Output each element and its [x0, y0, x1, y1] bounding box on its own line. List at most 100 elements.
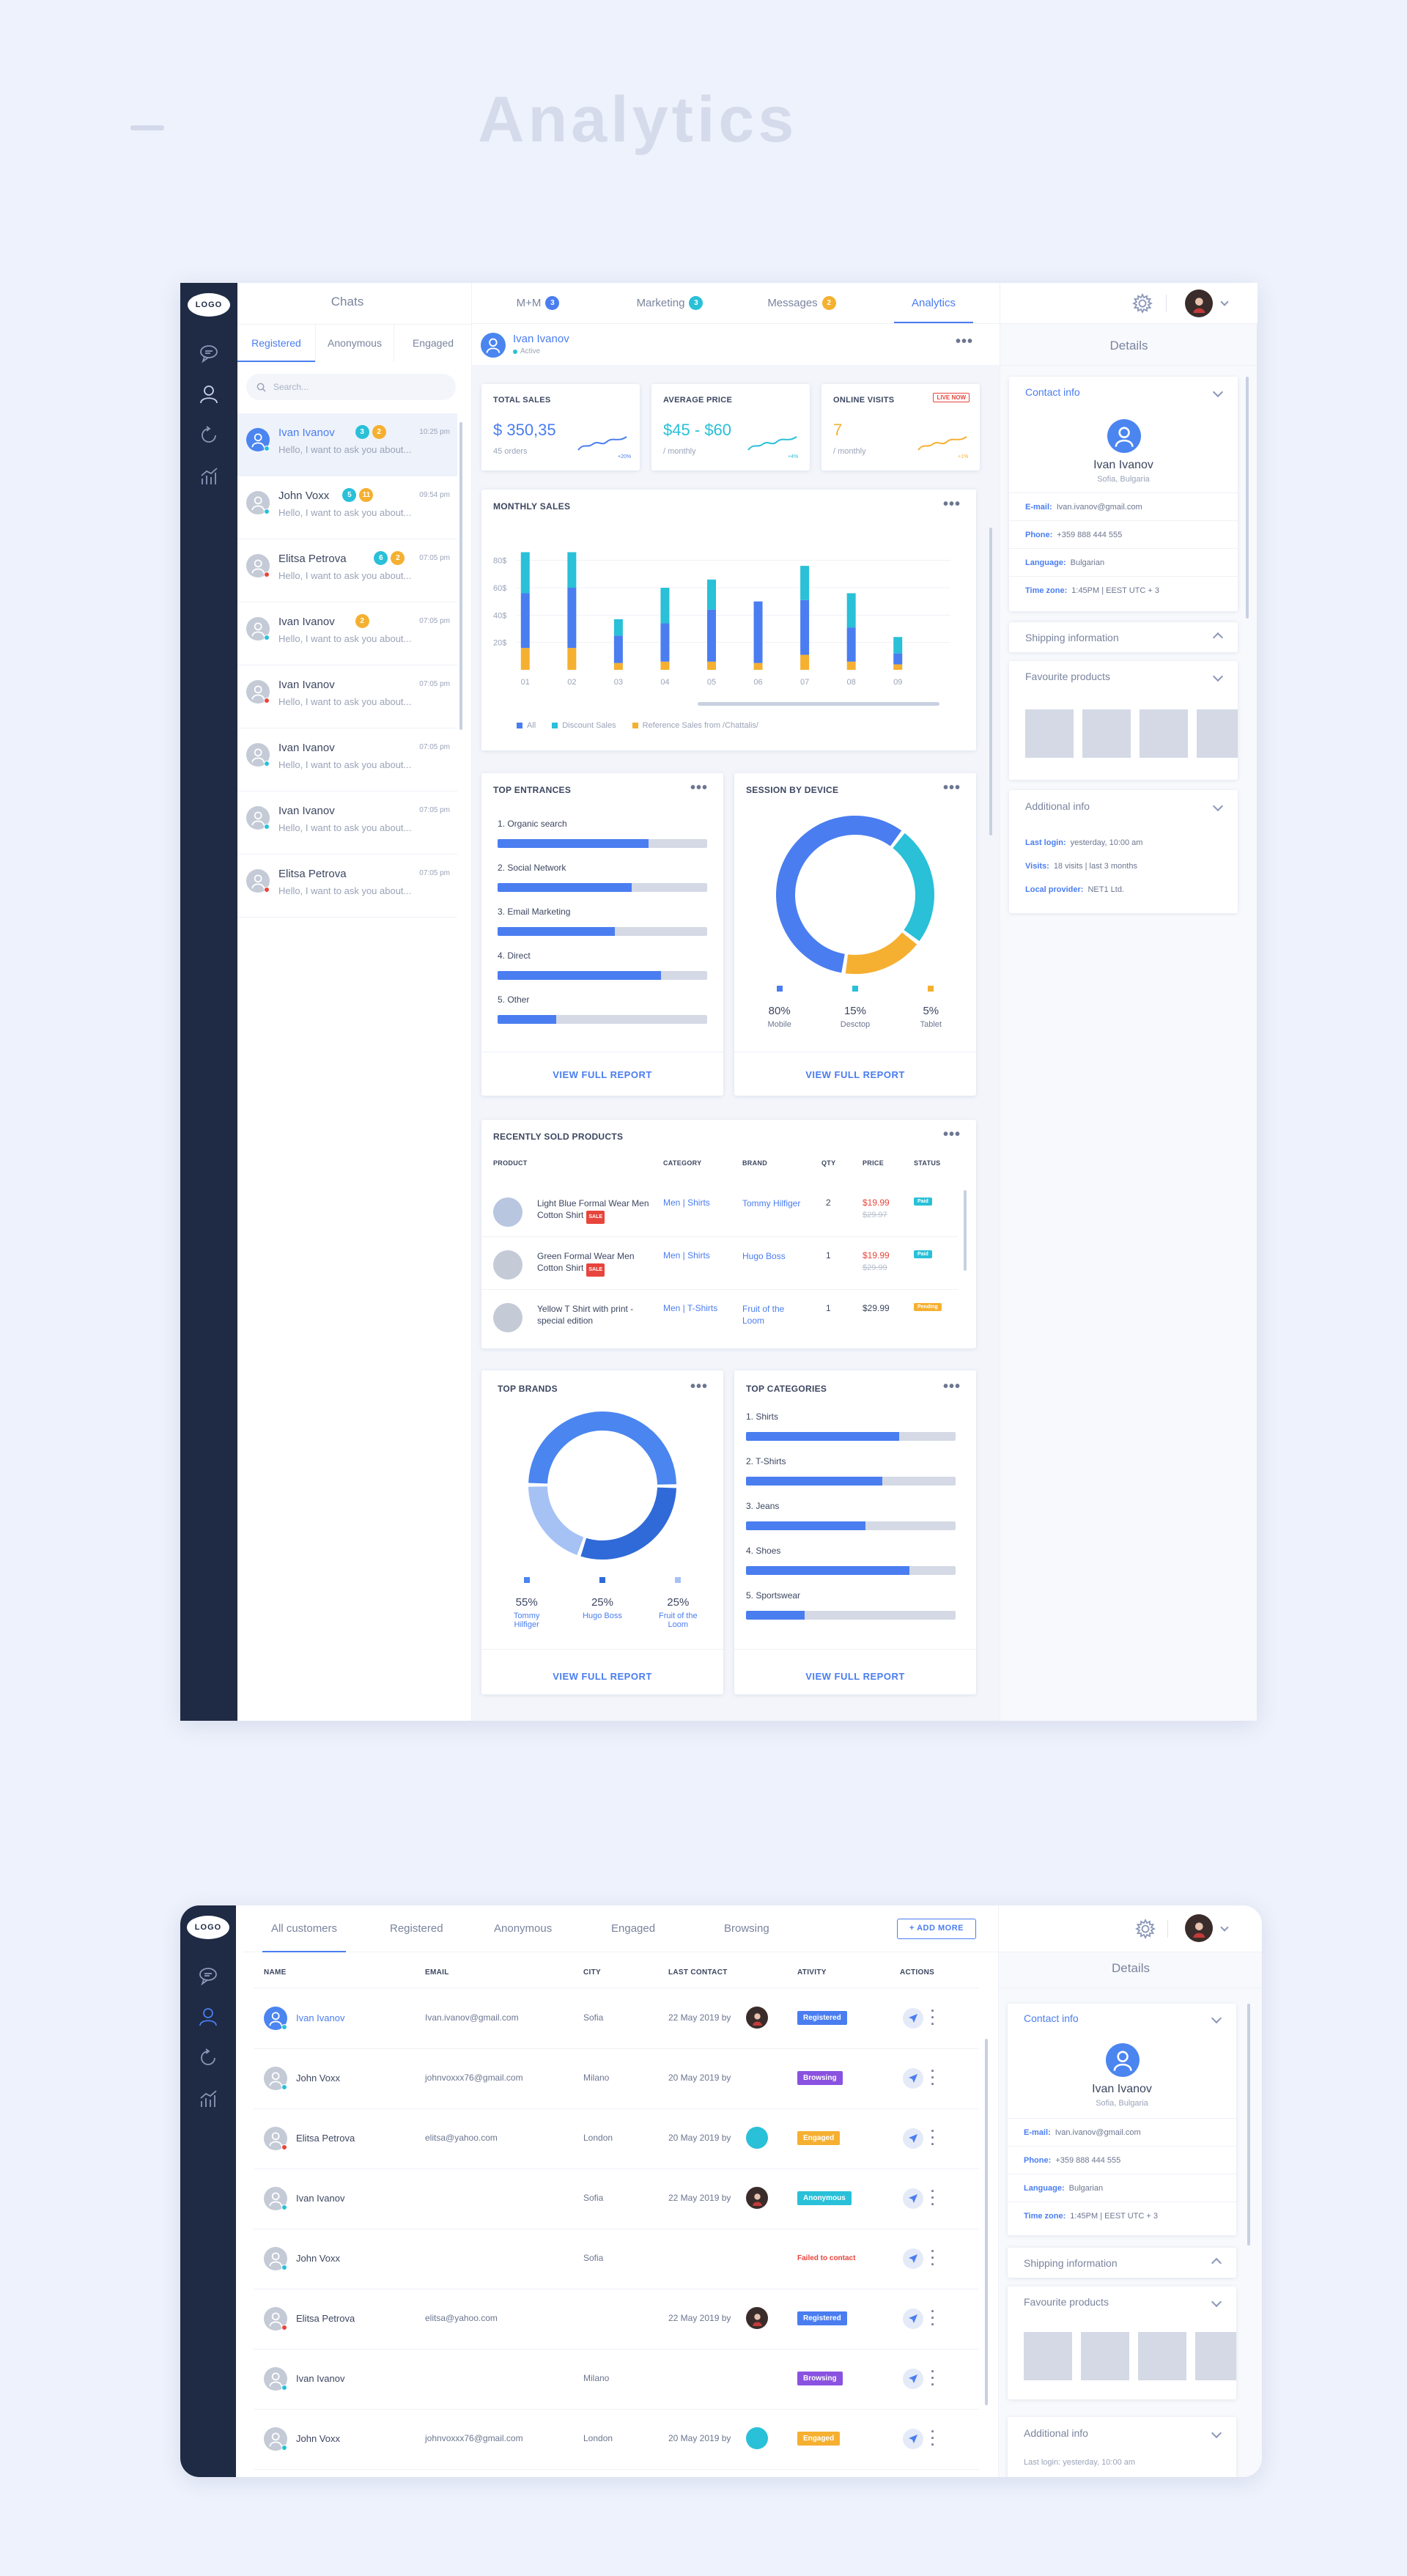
session-device-report-link[interactable]: VIEW FULL REPORT [805, 1069, 905, 1080]
row-menu-icon[interactable]: · · · [931, 2124, 935, 2152]
user-avatar[interactable] [1185, 289, 1213, 317]
row-menu-icon[interactable]: · · · [931, 2184, 935, 2212]
top-brands-report-link[interactable]: VIEW FULL REPORT [553, 1671, 652, 1682]
tab-marketing[interactable]: Marketing 3 [604, 283, 736, 323]
bar-segment[interactable] [800, 654, 810, 670]
nav-refresh-icon[interactable] [196, 422, 222, 449]
nav-users-icon[interactable] [196, 381, 222, 407]
monthly-sales-menu-icon[interactable]: ••• [943, 496, 961, 512]
favourite-thumb[interactable] [1138, 2332, 1186, 2380]
table-row[interactable]: John Voxx johnvoxxx76@gmail.com London 20 M… [254, 2410, 979, 2470]
customer-name[interactable]: John Voxx [296, 2433, 340, 2444]
tab-messages[interactable]: Messages 2 [736, 283, 868, 323]
bar-segment[interactable] [660, 623, 670, 662]
top-entrances-report-link[interactable]: VIEW FULL REPORT [553, 1069, 652, 1080]
more-menu-icon[interactable]: ••• [956, 333, 974, 350]
donut-segment[interactable] [776, 816, 902, 973]
table-row[interactable]: Elitsa Petrova elitsa@yahoo.com London 20 M… [254, 2109, 979, 2169]
bar-segment[interactable] [567, 552, 577, 588]
shipping-info-section[interactable]: Shipping information [1008, 2247, 1236, 2278]
tab-mm[interactable]: M+M 3 [472, 283, 604, 323]
shipping-info-section[interactable]: Shipping information [1009, 621, 1238, 652]
customer-name[interactable]: Elitsa Petrova [296, 2313, 355, 2324]
customer-name[interactable]: Ivan Ivanov [296, 2193, 345, 2204]
bar-segment[interactable] [846, 627, 856, 662]
table-row[interactable]: John Voxx Sofia Failed to contact · · · [254, 2229, 979, 2289]
top-categories-report-link[interactable]: VIEW FULL REPORT [805, 1671, 905, 1682]
recent-products-menu-icon[interactable]: ••• [943, 1126, 961, 1143]
customer-name[interactable]: Ivan Ivanov [296, 2012, 345, 2023]
row-menu-icon[interactable]: · · · [931, 2364, 935, 2392]
tab-anonymous[interactable]: Anonymous [494, 1922, 553, 1935]
bar-segment[interactable] [753, 663, 763, 670]
products-scrollbar[interactable] [964, 1190, 967, 1271]
send-button[interactable] [903, 2008, 923, 2029]
product-brand[interactable]: Hugo Boss [742, 1251, 786, 1261]
bar-segment[interactable] [846, 593, 856, 628]
bar-segment[interactable] [520, 593, 530, 649]
details-scrollbar[interactable] [1246, 377, 1249, 619]
user-avatar[interactable] [1185, 1914, 1213, 1942]
chat-item[interactable]: Ivan Ivanov 2 07:05 pm Hello, I want to ask… [237, 602, 457, 665]
row-menu-icon[interactable]: · · · [931, 2004, 935, 2031]
table-row[interactable]: Ivan Ivanov Milano Browsing · · · [254, 2350, 979, 2410]
product-brand[interactable]: Tommy Hilfiger [742, 1198, 801, 1208]
bar-segment[interactable] [893, 653, 903, 665]
customer-name[interactable]: John Voxx [296, 2253, 340, 2264]
customer-name[interactable]: John Voxx [296, 2073, 340, 2084]
tab-engaged[interactable]: Engaged [611, 1922, 656, 1935]
favourite-thumb[interactable] [1195, 2332, 1236, 2380]
send-button[interactable] [903, 2068, 923, 2089]
bar-segment[interactable] [893, 664, 903, 670]
nav-chat-icon[interactable] [195, 1963, 221, 1989]
table-row[interactable]: Light Blue Formal Wear Men Cotton Shirt S… [481, 1184, 958, 1237]
tab-engaged[interactable]: Engaged [394, 324, 472, 362]
tab-registered[interactable]: Registered [237, 324, 315, 362]
favourite-thumb[interactable] [1197, 709, 1238, 758]
send-button[interactable] [903, 2128, 923, 2149]
search-box[interactable]: Search... [246, 374, 456, 400]
nav-analytics-icon[interactable] [195, 2086, 221, 2112]
table-row[interactable]: Elitsa Petrova elitsa@yahoo.com 22 May 201… [254, 2289, 979, 2350]
top-categories-menu-icon[interactable]: ••• [943, 1379, 961, 1395]
donut-segment[interactable] [528, 1411, 676, 1486]
tab-registered[interactable]: Registered [390, 1922, 443, 1935]
favourite-thumb[interactable] [1081, 2332, 1129, 2380]
product-brand[interactable]: Fruit of the Loom [742, 1304, 785, 1326]
bar-segment[interactable] [567, 648, 577, 670]
contact-info-toggle[interactable]: Contact info [1008, 2004, 1236, 2033]
send-button[interactable] [903, 2369, 923, 2389]
bar-segment[interactable] [707, 579, 716, 610]
send-button[interactable] [903, 2188, 923, 2209]
row-menu-icon[interactable]: · · · [931, 2424, 935, 2452]
product-category[interactable]: Men | Shirts [663, 1197, 710, 1208]
nav-chat-icon[interactable] [196, 340, 222, 366]
additional-info-toggle[interactable]: Additional info [1008, 2417, 1236, 2449]
favourite-thumb[interactable] [1082, 709, 1131, 758]
chat-scrollbar[interactable] [459, 422, 462, 730]
table-row[interactable]: Yellow T Shirt with print - special edit… [481, 1290, 958, 1343]
bar-segment[interactable] [753, 601, 763, 663]
chat-item[interactable]: Ivan Ivanov 07:05 pm Hello, I want to ask … [237, 728, 457, 791]
bar-segment[interactable] [613, 663, 623, 670]
details-scrollbar[interactable] [1247, 2004, 1250, 2245]
row-menu-icon[interactable]: · · · [931, 2064, 935, 2092]
favourite-thumb[interactable] [1140, 709, 1188, 758]
main-scrollbar[interactable] [989, 528, 992, 835]
bar-segment[interactable] [520, 552, 530, 594]
nav-users-icon[interactable] [195, 2004, 221, 2030]
table-row[interactable]: Ivan Ivanov Ivan.ivanov@gmail.com Sofia 22 … [254, 1989, 979, 2049]
contact-info-toggle[interactable]: Contact info [1009, 377, 1238, 407]
bar-segment[interactable] [613, 619, 623, 636]
donut-segment[interactable] [580, 1487, 676, 1560]
table-row[interactable]: John Voxx johnvoxxx76@gmail.com Milano 20 M… [254, 2049, 979, 2109]
favourite-thumb[interactable] [1024, 2332, 1072, 2380]
add-more-button[interactable]: + ADD MORE [897, 1919, 976, 1939]
chat-item[interactable]: Elitsa Petrova 6 2 07:05 pm Hello, I want to… [237, 539, 457, 602]
bar-segment[interactable] [707, 661, 716, 670]
chat-item[interactable]: Ivan Ivanov 07:05 pm Hello, I want to ask … [237, 791, 457, 855]
favourite-products-toggle[interactable]: Favourite products [1008, 2287, 1236, 2317]
customers-scrollbar[interactable] [985, 2039, 988, 2405]
chat-item[interactable]: John Voxx 5 11 09:54 pm Hello, I want to ask… [237, 476, 457, 539]
row-menu-icon[interactable]: · · · [931, 2244, 935, 2272]
